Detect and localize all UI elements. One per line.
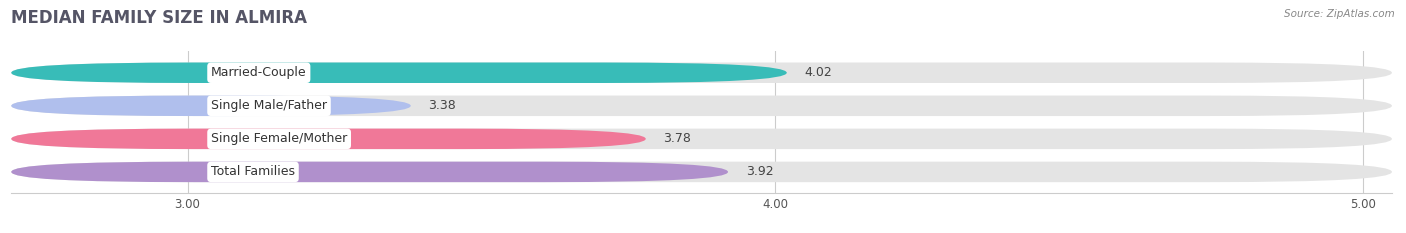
FancyBboxPatch shape bbox=[11, 62, 1392, 83]
Text: Married-Couple: Married-Couple bbox=[211, 66, 307, 79]
FancyBboxPatch shape bbox=[11, 162, 728, 182]
Text: 3.38: 3.38 bbox=[429, 99, 456, 112]
Text: Single Male/Father: Single Male/Father bbox=[211, 99, 328, 112]
FancyBboxPatch shape bbox=[11, 129, 645, 149]
Text: Source: ZipAtlas.com: Source: ZipAtlas.com bbox=[1284, 9, 1395, 19]
Text: Total Families: Total Families bbox=[211, 165, 295, 178]
Text: 3.92: 3.92 bbox=[745, 165, 773, 178]
FancyBboxPatch shape bbox=[11, 62, 787, 83]
FancyBboxPatch shape bbox=[11, 162, 1392, 182]
FancyBboxPatch shape bbox=[11, 129, 1392, 149]
Text: 3.78: 3.78 bbox=[664, 132, 692, 145]
Text: 4.02: 4.02 bbox=[804, 66, 832, 79]
FancyBboxPatch shape bbox=[11, 96, 1392, 116]
Text: MEDIAN FAMILY SIZE IN ALMIRA: MEDIAN FAMILY SIZE IN ALMIRA bbox=[11, 9, 308, 27]
FancyBboxPatch shape bbox=[11, 96, 411, 116]
Text: Single Female/Mother: Single Female/Mother bbox=[211, 132, 347, 145]
